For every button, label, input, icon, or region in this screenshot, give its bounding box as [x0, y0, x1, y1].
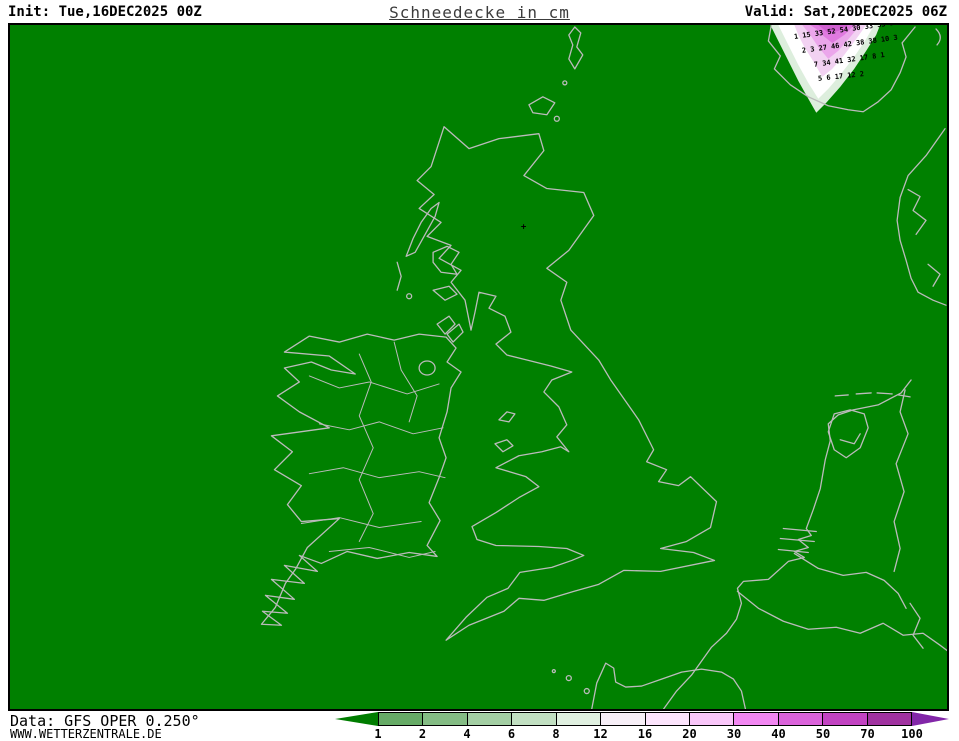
- ireland-county-borders: [300, 341, 446, 558]
- lough-neagh-lake: [418, 360, 436, 376]
- legend-segment: [822, 713, 867, 725]
- legend-segment: [688, 713, 734, 725]
- header-bar: Init: Tue,16DEC2025 00Z Schneedecke in c…: [0, 0, 959, 24]
- sea-background: [10, 25, 947, 709]
- ijsselmeer-lake: [827, 409, 869, 459]
- init-time-label: Init: Tue,16DEC2025 00Z: [8, 4, 202, 20]
- coastline-denmark: [896, 128, 947, 306]
- legend-segment: [422, 713, 467, 725]
- legend-labels: 1 2 4 6 8 12 16 20 30 40 50 70 100: [374, 727, 922, 741]
- legend-tick-label: 1: [374, 727, 382, 741]
- coastline-norway: [767, 25, 916, 113]
- station-marker: +: [521, 222, 527, 232]
- frisian-island-3: [876, 392, 893, 395]
- zeeland-inlet-1: [782, 527, 817, 533]
- channel-island-2: [583, 687, 590, 695]
- coastline-continent: [662, 379, 912, 709]
- website-label: WWW.WETTERZENTRALE.DE: [10, 727, 162, 741]
- snow-cover-norway: [770, 25, 881, 113]
- legend-tick-label: 30: [726, 727, 742, 741]
- coastline-isle-of-man: [498, 411, 516, 423]
- legend-segment: [511, 713, 556, 725]
- zeeland-inlet-2: [779, 537, 815, 543]
- coastline-great-britain: [416, 126, 718, 641]
- legend-segments: [378, 712, 912, 726]
- legend-segment: [866, 713, 912, 725]
- coastline-tiree: [406, 293, 413, 300]
- border-belgium-netherlands: [793, 552, 907, 609]
- page-title: Schneedecke in cm: [389, 3, 570, 22]
- border-belgium-france: [736, 590, 947, 652]
- coastline-jura: [446, 323, 464, 343]
- border-luxembourg: [909, 602, 924, 649]
- legend-left-arrow: [335, 712, 378, 726]
- coastline-uists: [396, 261, 402, 291]
- jutland-inner-line: [927, 263, 941, 287]
- legend-tick-label: 20: [682, 727, 697, 741]
- coastline-outer-hebrides: [405, 201, 440, 257]
- legend-segment: [644, 713, 689, 725]
- valid-time-label: Valid: Sat,20DEC2025 06Z: [744, 4, 947, 20]
- limfjord-line: [907, 188, 927, 236]
- frisian-island-2: [855, 392, 872, 395]
- legend-segment: [555, 713, 601, 725]
- coastline-ireland: [260, 333, 462, 626]
- legend-tick-label: 2: [418, 727, 427, 741]
- markermeer-line: [839, 433, 861, 445]
- zeeland-inlet-3: [777, 548, 809, 554]
- coastline-islay: [436, 315, 456, 335]
- legend-segment: [379, 713, 423, 725]
- coastline-mull: [432, 285, 458, 301]
- coastline-skye: [432, 245, 460, 275]
- color-scale-legend: 1 2 4 6 8 12 16 20 30 40 50 70 100: [335, 712, 955, 741]
- frisian-island-1: [834, 394, 849, 397]
- legend-tick-label: 12: [593, 727, 608, 741]
- coastline-orkney: [528, 96, 556, 116]
- legend-segment: [466, 713, 512, 725]
- legend-tick-label: 8: [552, 727, 560, 741]
- coastline-orkney-isle: [553, 115, 560, 122]
- coastline-oslofjord-fragment: [935, 28, 941, 46]
- coastline-anglesey: [494, 439, 514, 453]
- map-area: 1 15 33 52 54 30 33 35 34 26 2 3 27 46 4…: [8, 23, 949, 711]
- channel-island-1: [565, 674, 572, 682]
- legend-segment: [777, 713, 823, 725]
- data-source-label: Data: GFS OPER 0.250°: [10, 712, 200, 730]
- legend-tick-label: 16: [637, 727, 653, 741]
- map-svg: 1 15 33 52 54 30 33 35 34 26 2 3 27 46 4…: [10, 25, 947, 709]
- legend-right-arrow: [912, 712, 949, 726]
- border-netherlands-germany: [893, 389, 909, 573]
- legend-tick-label: 40: [771, 727, 786, 741]
- legend-tick-label: 70: [860, 727, 875, 741]
- legend-tick-label: 6: [507, 727, 516, 741]
- legend-segment: [600, 713, 645, 725]
- coastline-normandy: [591, 662, 747, 709]
- channel-island-3: [551, 668, 556, 674]
- legend-tick-label: 4: [463, 727, 471, 741]
- legend-segment: [733, 713, 778, 725]
- coastline-shetland: [568, 26, 584, 70]
- coastline-fair-isle: [562, 80, 568, 86]
- legend-tick-label: 100: [901, 727, 923, 741]
- legend-tick-label: 50: [815, 727, 831, 741]
